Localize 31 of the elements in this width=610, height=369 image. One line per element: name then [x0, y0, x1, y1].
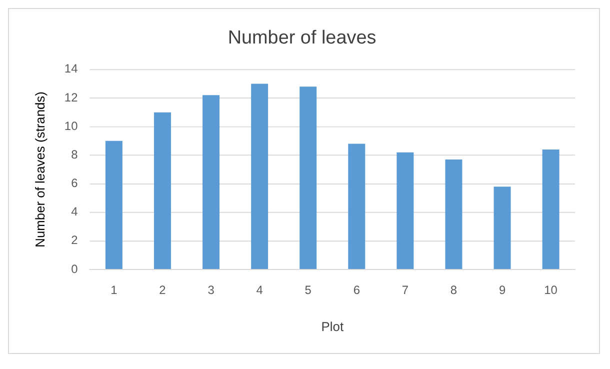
x-tick-label: 7: [402, 282, 409, 297]
x-axis-title: Plot: [321, 318, 344, 334]
bar: [251, 84, 268, 269]
bar: [494, 186, 511, 269]
y-tick-label: 2: [71, 233, 78, 248]
bar: [105, 140, 122, 269]
y-tick-label: 6: [71, 176, 78, 190]
y-tick-label: 8: [71, 147, 78, 162]
bar: [154, 112, 171, 269]
bar: [396, 152, 414, 269]
x-tick-label: 4: [256, 282, 264, 297]
x-tick-label: 10: [544, 282, 558, 297]
x-tick-label: 5: [304, 282, 312, 297]
x-tick-label: 2: [159, 282, 166, 297]
x-tick-label: 9: [498, 282, 506, 297]
chart-title: Number of leaves: [228, 27, 376, 48]
bar: [542, 149, 560, 269]
x-tick-label: 3: [208, 282, 215, 297]
y-tick-label: 10: [64, 118, 78, 133]
y-tick-label: 14: [64, 62, 78, 76]
bar: [202, 95, 220, 269]
y-axis-title: Number of leaves (strands): [32, 92, 48, 248]
bar: [348, 144, 366, 269]
y-tick-label: 12: [64, 90, 78, 104]
bar: [445, 159, 462, 269]
y-tick-label: 0: [71, 262, 78, 276]
bar: [300, 86, 317, 269]
x-tick-label: 6: [353, 282, 360, 297]
y-tick-label: 4: [71, 204, 78, 219]
x-tick-label: 1: [110, 282, 118, 297]
x-tick-label: 8: [450, 282, 458, 297]
